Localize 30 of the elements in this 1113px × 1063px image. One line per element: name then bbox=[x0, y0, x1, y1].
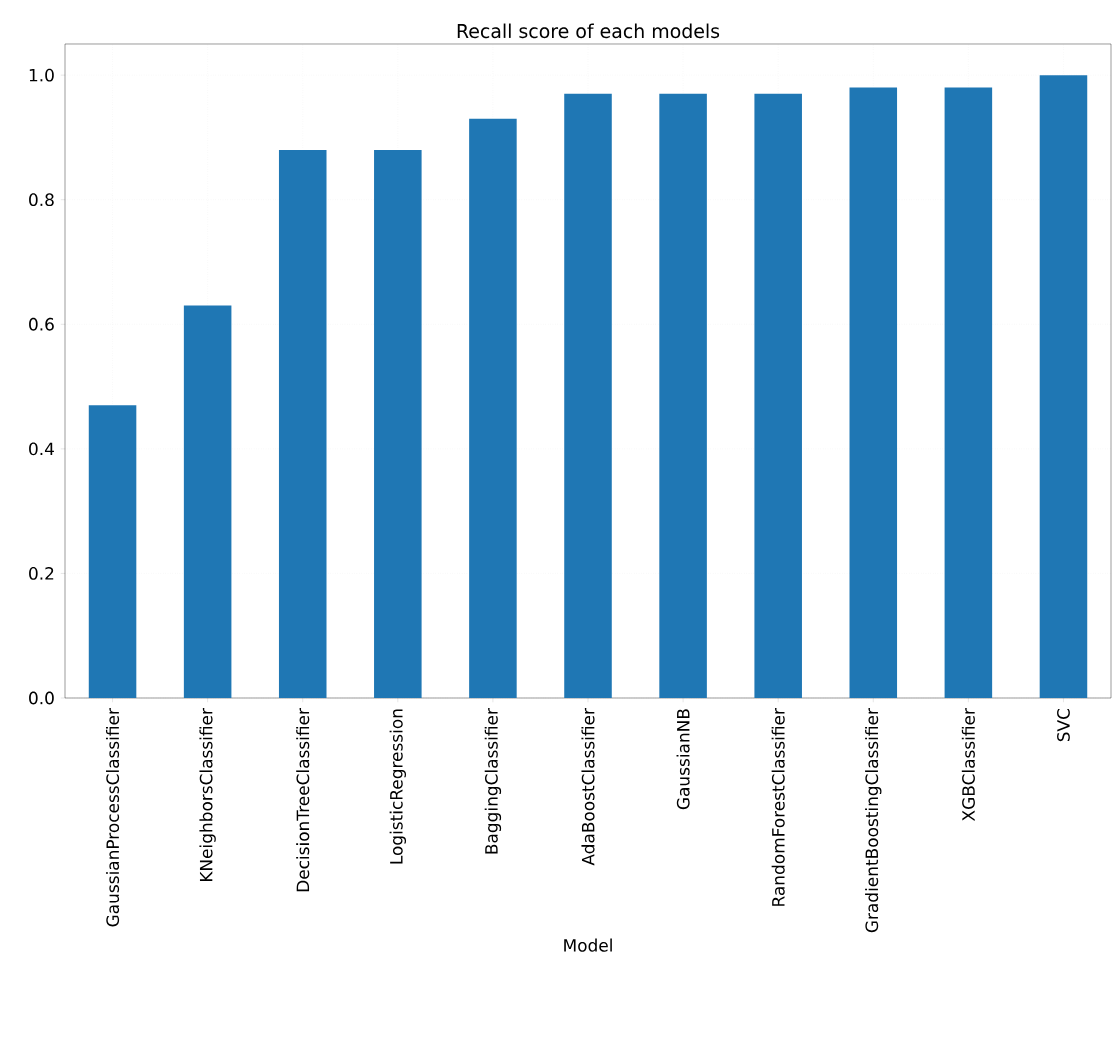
x-tick-label: SVC bbox=[1057, 709, 1070, 742]
x-tick-label: GaussianProcessClassifier bbox=[105, 708, 120, 927]
bar bbox=[183, 305, 232, 698]
bar bbox=[944, 87, 993, 698]
bar bbox=[1039, 75, 1088, 698]
x-tick-label: GradientBoostingClassifier bbox=[865, 708, 882, 933]
y-tick-label: 0.6 bbox=[29, 317, 54, 331]
bar bbox=[278, 149, 327, 698]
bar bbox=[659, 93, 707, 698]
bar bbox=[469, 118, 517, 698]
x-tick-label: DecisionTreeClassifier bbox=[296, 708, 310, 892]
x-tick-label: KNeighborsClassifier bbox=[199, 708, 216, 882]
y-tick-label: 0.4 bbox=[29, 442, 54, 456]
chart-title: Recall score of each models bbox=[457, 23, 720, 39]
x-tick-label: RandomForestClassifier bbox=[771, 708, 785, 906]
x-tick-label: LogisticRegression bbox=[389, 709, 407, 864]
y-tick-label: 0.2 bbox=[29, 567, 54, 580]
y-tick-label: 0.8 bbox=[29, 193, 54, 207]
y-tick-label: 1.0 bbox=[29, 68, 54, 82]
bar bbox=[374, 149, 422, 698]
bar bbox=[88, 405, 137, 698]
y-tick-label: 0.0 bbox=[29, 691, 54, 705]
x-axis-title: Model bbox=[564, 938, 612, 952]
x-tick-label: BaggingClassifier bbox=[484, 708, 502, 854]
bar bbox=[564, 93, 612, 698]
x-tick-label: XGBClassifier bbox=[961, 708, 975, 821]
x-tick-label: GaussianNB bbox=[676, 709, 690, 810]
x-tick-label: AdaBoostClassifier bbox=[581, 708, 595, 866]
bar bbox=[849, 87, 898, 698]
bar bbox=[754, 93, 802, 698]
